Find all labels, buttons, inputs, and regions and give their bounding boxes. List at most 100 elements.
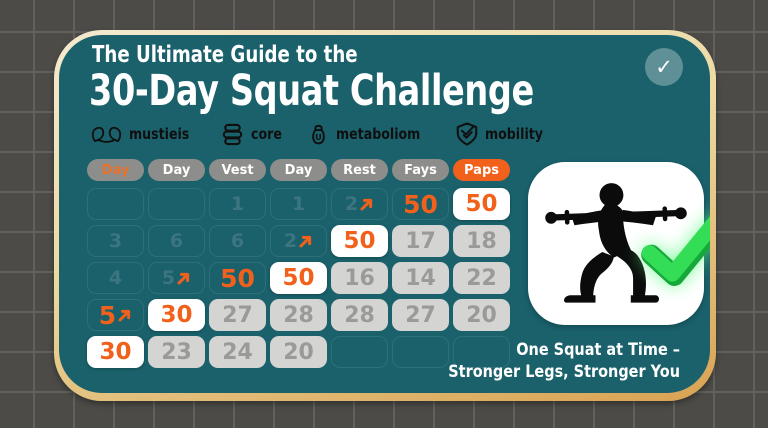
- calendar-cell-value: 6: [230, 230, 245, 252]
- feature-mustieis: mustieis: [90, 123, 201, 146]
- calendar-cell-value: 1: [291, 193, 306, 215]
- calendar-cell: [331, 336, 388, 368]
- feature-label: mobility: [484, 125, 543, 143]
- calendar-cell: 50: [209, 262, 266, 294]
- calendar-cell: [392, 336, 449, 368]
- feature-core: core: [220, 122, 288, 147]
- calendar-cell-value: 1: [230, 193, 245, 215]
- core-icon: [220, 122, 245, 147]
- calendar-cell: 30: [87, 336, 144, 368]
- calendar-cell-value: 28: [344, 302, 375, 328]
- arrow-up-right-icon: [176, 271, 191, 286]
- calendar-cell-value: 50: [403, 189, 438, 219]
- caption-line-2: Stronger Legs, Stronger You: [448, 362, 680, 383]
- feature-label: mustieis: [129, 125, 190, 143]
- calendar-cell: 17: [392, 225, 449, 257]
- calendar-cell-value: 20: [283, 339, 314, 365]
- calendar-cell: 2: [331, 188, 388, 220]
- calendar-cell: 23: [148, 336, 205, 368]
- calendar-cell-value: 24: [222, 339, 253, 365]
- calendar-cell: 27: [392, 299, 449, 331]
- calendar-cell: 18: [453, 225, 510, 257]
- calendar-cell-value: 2: [344, 193, 359, 215]
- calendar-cell: 14: [392, 262, 449, 294]
- calendar-header-pill: Rest: [331, 159, 388, 181]
- calendar-header-pill: Day: [148, 159, 205, 181]
- calendar-cell: [148, 188, 205, 220]
- calendar-cell: 30: [148, 299, 205, 331]
- calendar-cell-value: 6: [169, 230, 184, 252]
- muscle-icon: [90, 123, 123, 146]
- feature-label: metaboliom: [335, 125, 420, 143]
- calendar-cell: [87, 188, 144, 220]
- calendar-cell: 20: [270, 336, 327, 368]
- calendar-cell: 6: [209, 225, 266, 257]
- calendar-cell: 50: [392, 188, 449, 220]
- calendar-header-pill: Vest: [209, 159, 266, 181]
- calendar-cell: 6: [148, 225, 205, 257]
- calendar-cell-value: 50: [282, 265, 315, 291]
- title-line-1: The Ultimate Guide to the: [92, 42, 358, 68]
- calendar-cell: 1: [209, 188, 266, 220]
- squat-calendar: Day Day Vest Day Rest Fays Paps 1 1 2 50 50 3 6 6 2 50 1…: [87, 159, 513, 368]
- calendar-cell-value: 18: [466, 228, 497, 254]
- calendar-grid: 1 1 2 50 50 3 6 6 2 50 17 18 4 5 50 50 16 14 22 5 30 27 28 28 27…: [87, 188, 513, 368]
- title-line-2: 30-Day Squat Challenge: [89, 66, 534, 116]
- calendar-cell: 5: [148, 262, 205, 294]
- check-icon: ✓: [655, 55, 673, 79]
- calendar-cell: 28: [331, 299, 388, 331]
- calendar-cell: 22: [453, 262, 510, 294]
- calendar-cell-value: 50: [220, 263, 255, 293]
- calendar-cell-value: 4: [108, 267, 123, 289]
- calendar-cell: 1: [270, 188, 327, 220]
- feature-label: core: [250, 125, 282, 143]
- calendar-cell-value: 20: [466, 302, 497, 328]
- calendar-cell-value: 16: [344, 265, 375, 291]
- mobility-icon: [455, 121, 479, 147]
- calendar-cell: 2: [270, 225, 327, 257]
- poster-card: The Ultimate Guide to the 30-Day Squat C…: [59, 35, 710, 393]
- calendar-cell: 5: [87, 299, 144, 331]
- calendar-header-pill: Paps: [453, 159, 510, 181]
- caption: One Squat at Time – Stronger Legs, Stron…: [442, 339, 680, 384]
- calendar-cell: 20: [453, 299, 510, 331]
- caption-line-1: One Squat at Time –: [516, 340, 680, 360]
- calendar-cell: 24: [209, 336, 266, 368]
- calendar-cell-value: 17: [405, 228, 436, 254]
- calendar-cell-value: 28: [283, 302, 314, 328]
- calendar-cell: 28: [270, 299, 327, 331]
- feature-mobility: mobility: [455, 121, 554, 147]
- calendar-cell-value: 50: [465, 191, 498, 217]
- calendar-cell-value: 30: [99, 339, 132, 365]
- svg-text:U: U: [315, 132, 321, 141]
- calendar-cell-value: 30: [160, 302, 193, 328]
- calendar-cell-value: 2: [283, 230, 298, 252]
- calendar-header-row: Day Day Vest Day Rest Fays Paps: [87, 159, 513, 181]
- calendar-header-pill: Fays: [392, 159, 449, 181]
- calendar-cell: 50: [270, 262, 327, 294]
- calendar-cell-value: 5: [161, 267, 176, 289]
- calendar-cell-value: 3: [108, 230, 123, 252]
- poster-card-border: The Ultimate Guide to the 30-Day Squat C…: [54, 30, 716, 401]
- metabolism-icon: U: [307, 122, 330, 147]
- calendar-cell: 27: [209, 299, 266, 331]
- calendar-cell-value: 50: [343, 228, 376, 254]
- calendar-cell-value: 22: [466, 265, 497, 291]
- squat-illustration-card: [528, 162, 704, 325]
- calendar-cell-value: 14: [405, 265, 436, 291]
- check-badge: ✓: [645, 48, 683, 86]
- calendar-cell: 4: [87, 262, 144, 294]
- calendar-cell-value: 5: [98, 300, 117, 330]
- calendar-header-pill: Day: [270, 159, 327, 181]
- calendar-cell: 3: [87, 225, 144, 257]
- squat-silhouette-image: [545, 182, 687, 303]
- calendar-cell: 50: [453, 188, 510, 220]
- arrow-up-right-icon: [117, 308, 132, 323]
- calendar-cell: 16: [331, 262, 388, 294]
- success-check-icon: [641, 216, 710, 286]
- arrow-up-right-icon: [359, 197, 374, 212]
- calendar-cell-value: 27: [222, 302, 253, 328]
